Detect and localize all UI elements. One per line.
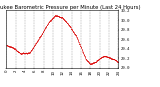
Title: Milwaukee Barometric Pressure per Minute (Last 24 Hours): Milwaukee Barometric Pressure per Minute…: [0, 5, 140, 10]
